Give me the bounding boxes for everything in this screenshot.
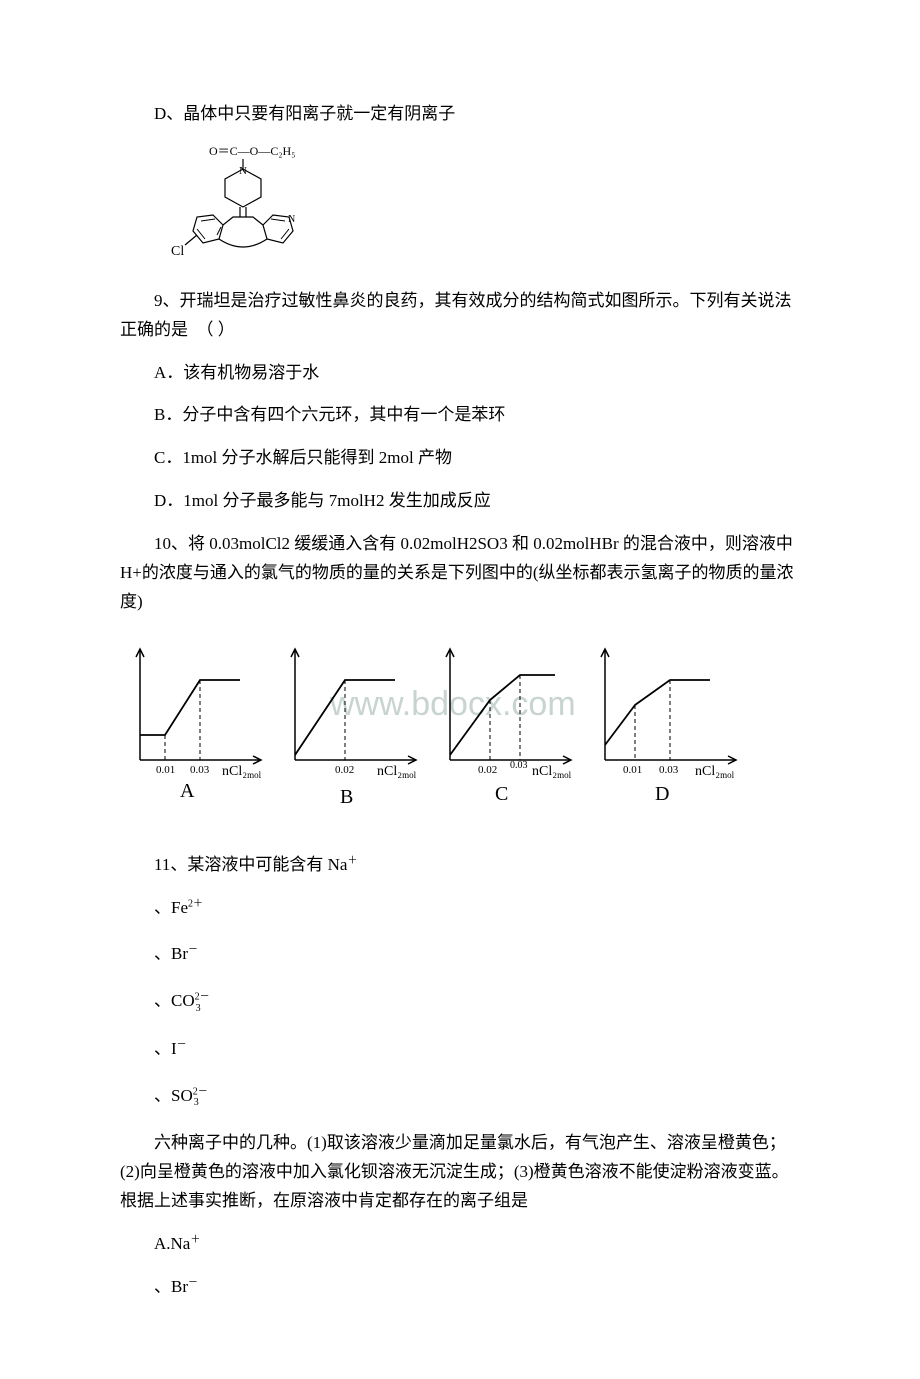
q11-stem-text: 11、某溶液中可能含有 Na	[154, 855, 347, 874]
q11-body: 六种离子中的几种。(1)取该溶液少量滴加足量氯水后，有气泡产生、溶液呈橙黄色；(…	[120, 1129, 800, 1216]
q11-ion-co3: 、CO2－3	[120, 987, 800, 1016]
structure-diagram: O＝C—O—C₂H₅ N N Cl	[171, 143, 800, 273]
svg-text:0.03: 0.03	[659, 764, 679, 776]
br-sup: －	[188, 945, 198, 956]
q11-ion-i: 、I－	[120, 1035, 800, 1064]
q10-charts: www.bdocx.com 0.01 0.03 nCl₂mol A 0.02 n…	[120, 635, 800, 825]
svg-text:0.03: 0.03	[190, 764, 210, 776]
svg-text:N: N	[239, 165, 247, 177]
svg-text:0.03: 0.03	[510, 760, 528, 771]
q9-stem: 9、开瑞坦是治疗过敏性鼻炎的良药，其有效成分的结构简式如图所示。下列有关说法正确…	[120, 287, 800, 345]
svg-text:0.01: 0.01	[623, 764, 642, 776]
q11-stem: 11、某溶液中可能含有 Na＋	[120, 851, 800, 880]
so-sub: 3	[194, 1097, 199, 1108]
svg-text:N: N	[288, 214, 295, 225]
q11-ion-br: 、Br－	[120, 940, 800, 969]
svg-text:A: A	[180, 780, 195, 802]
so-sup: 2－	[193, 1086, 208, 1097]
svg-text:C: C	[495, 783, 508, 805]
svg-text:nCl₂mol: nCl₂mol	[222, 764, 262, 780]
svg-text:0.01: 0.01	[156, 764, 175, 776]
fe-sup: 2＋	[188, 898, 203, 909]
i-text: 、I	[154, 1039, 177, 1058]
cl-label: Cl	[171, 244, 184, 259]
q11-option-a-line2: 、Br－	[120, 1273, 800, 1302]
svg-text:D: D	[655, 783, 669, 805]
svg-text:nCl₂mol: nCl₂mol	[377, 764, 417, 780]
watermark-text: www.bdocx.com	[329, 685, 576, 723]
svg-text:0.02: 0.02	[478, 764, 497, 776]
optA-sup: ＋	[190, 1234, 200, 1245]
q9-option-d: D．1mol 分子最多能与 7molH2 发生加成反应	[120, 487, 800, 516]
co-sub: 3	[196, 1003, 201, 1014]
q9-option-c: C．1mol 分子水解后只能得到 2mol 产物	[120, 444, 800, 473]
co-sup: 2－	[195, 992, 210, 1003]
q9-option-b: B．分子中含有四个六元环，其中有一个是苯环	[120, 401, 800, 430]
q11-option-a-line1: A.Na＋	[120, 1230, 800, 1259]
svg-text:nCl₂mol: nCl₂mol	[532, 764, 572, 780]
q9-option-a: A．该有机物易溶于水	[120, 359, 800, 388]
co-text: 、CO	[154, 991, 195, 1010]
svg-text:0.02: 0.02	[335, 764, 354, 776]
fe-text: 、Fe	[154, 898, 188, 917]
optA-text: A.Na	[154, 1234, 190, 1253]
q10-stem: 10、将 0.03molCl2 缓缓通入含有 0.02molH2SO3 和 0.…	[120, 530, 800, 617]
q11-ion-fe: 、Fe2＋	[120, 894, 800, 923]
br-text: 、Br	[154, 944, 188, 963]
q11-ion-so3: 、SO2－3	[120, 1082, 800, 1111]
na-sup: ＋	[347, 855, 357, 866]
optA2-sup: －	[188, 1277, 198, 1288]
svg-text:B: B	[340, 786, 353, 808]
so-text: 、SO	[154, 1086, 193, 1105]
svg-text:nCl₂mol: nCl₂mol	[695, 764, 735, 780]
optA2-text: 、Br	[154, 1277, 188, 1296]
q8-option-d: D、晶体中只要有阳离子就一定有阴离子	[120, 100, 800, 129]
i-sup: －	[177, 1039, 187, 1050]
struct-top-label: O＝C—O—C₂H₅	[209, 144, 295, 158]
